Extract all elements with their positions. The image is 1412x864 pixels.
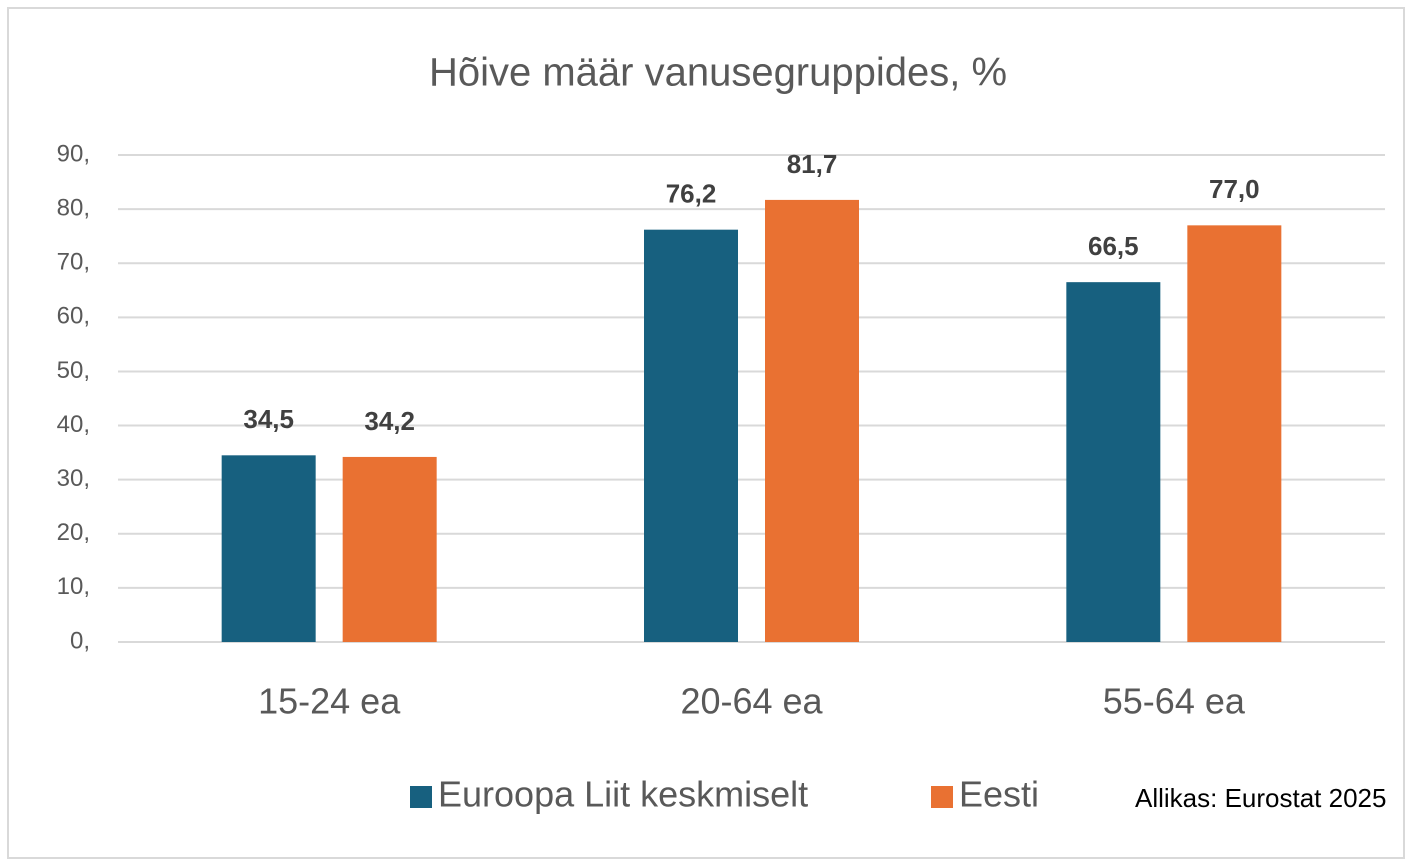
legend-swatch [931,786,953,808]
y-tick-label: 70, [57,249,90,276]
source-note: Allikas: Eurostat 2025 [1135,783,1386,813]
bar [1187,225,1282,642]
data-label: 66,5 [1088,231,1139,261]
x-tick-label: 55-64 ea [1103,681,1246,722]
y-tick-label: 50, [57,357,90,384]
y-tick-label: 80, [57,194,90,221]
bar [765,199,859,642]
y-tick-label: 60, [57,303,90,330]
y-tick-label: 20, [57,519,90,546]
y-tick-label: 40, [57,411,90,438]
legend-label: Eesti [959,774,1039,815]
data-label: 34,5 [243,404,294,434]
y-tick-label: 30, [57,465,90,492]
x-tick-label: 20-64 ea [680,681,823,722]
data-label: 77,0 [1209,174,1260,204]
y-tick-label: 0, [70,627,90,654]
data-label: 81,7 [787,149,838,179]
legend-label: Euroopa Liit keskmiselt [438,774,808,815]
bar [644,229,738,642]
data-label: 34,2 [364,406,415,436]
y-tick-label: 90, [57,140,90,167]
bar [221,455,316,642]
bar [342,456,437,642]
chart-title: Hõive määr vanusegruppides, % [429,51,1007,95]
legend-swatch [410,786,432,808]
bar [1066,282,1161,642]
y-tick-label: 10, [57,573,90,600]
x-tick-label: 15-24 ea [258,681,401,722]
data-label: 76,2 [666,179,717,209]
